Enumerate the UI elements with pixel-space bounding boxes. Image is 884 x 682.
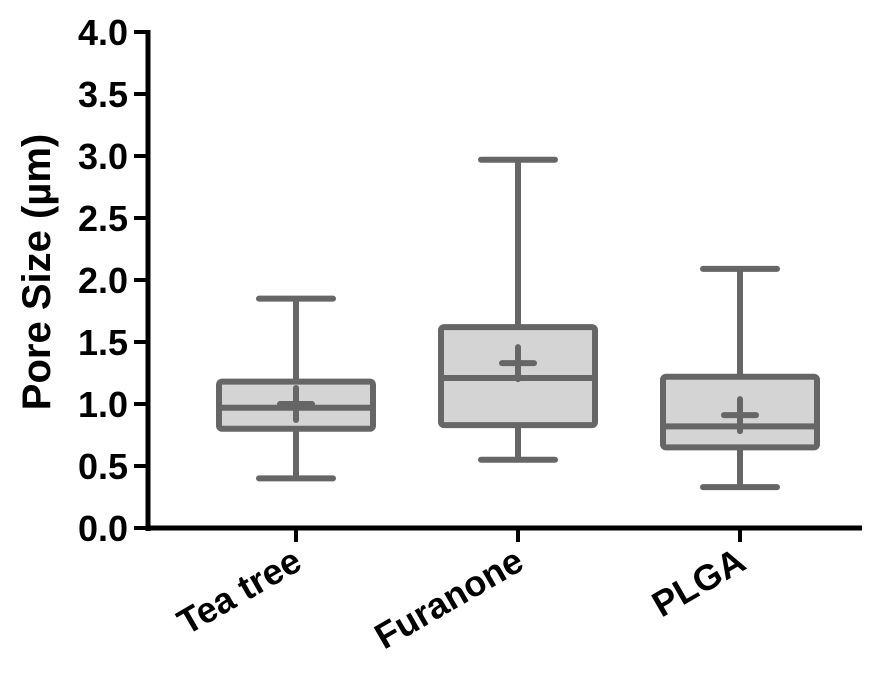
y-tick-label: 1.0 [78,384,128,425]
y-tick-label: 2.5 [78,198,128,239]
y-tick-label: 2.0 [78,260,128,301]
y-tick-label: 4.0 [78,12,128,53]
y-tick-label: 0.5 [78,446,128,487]
y-tick-label: 3.0 [78,136,128,177]
y-axis-label: Pore Size (µm) [15,134,59,410]
x-tick-label: Furanone [367,539,530,657]
box-2 [438,156,598,463]
box-3 [660,265,820,491]
y-tick-label: 3.5 [78,74,128,115]
x-tick-label: PLGA [645,539,752,625]
box-1 [216,295,376,482]
y-tick-label: 1.5 [78,322,128,363]
x-tick-label: Tea tree [170,539,308,642]
y-tick-label: 0.0 [78,508,128,549]
boxes [216,156,820,491]
